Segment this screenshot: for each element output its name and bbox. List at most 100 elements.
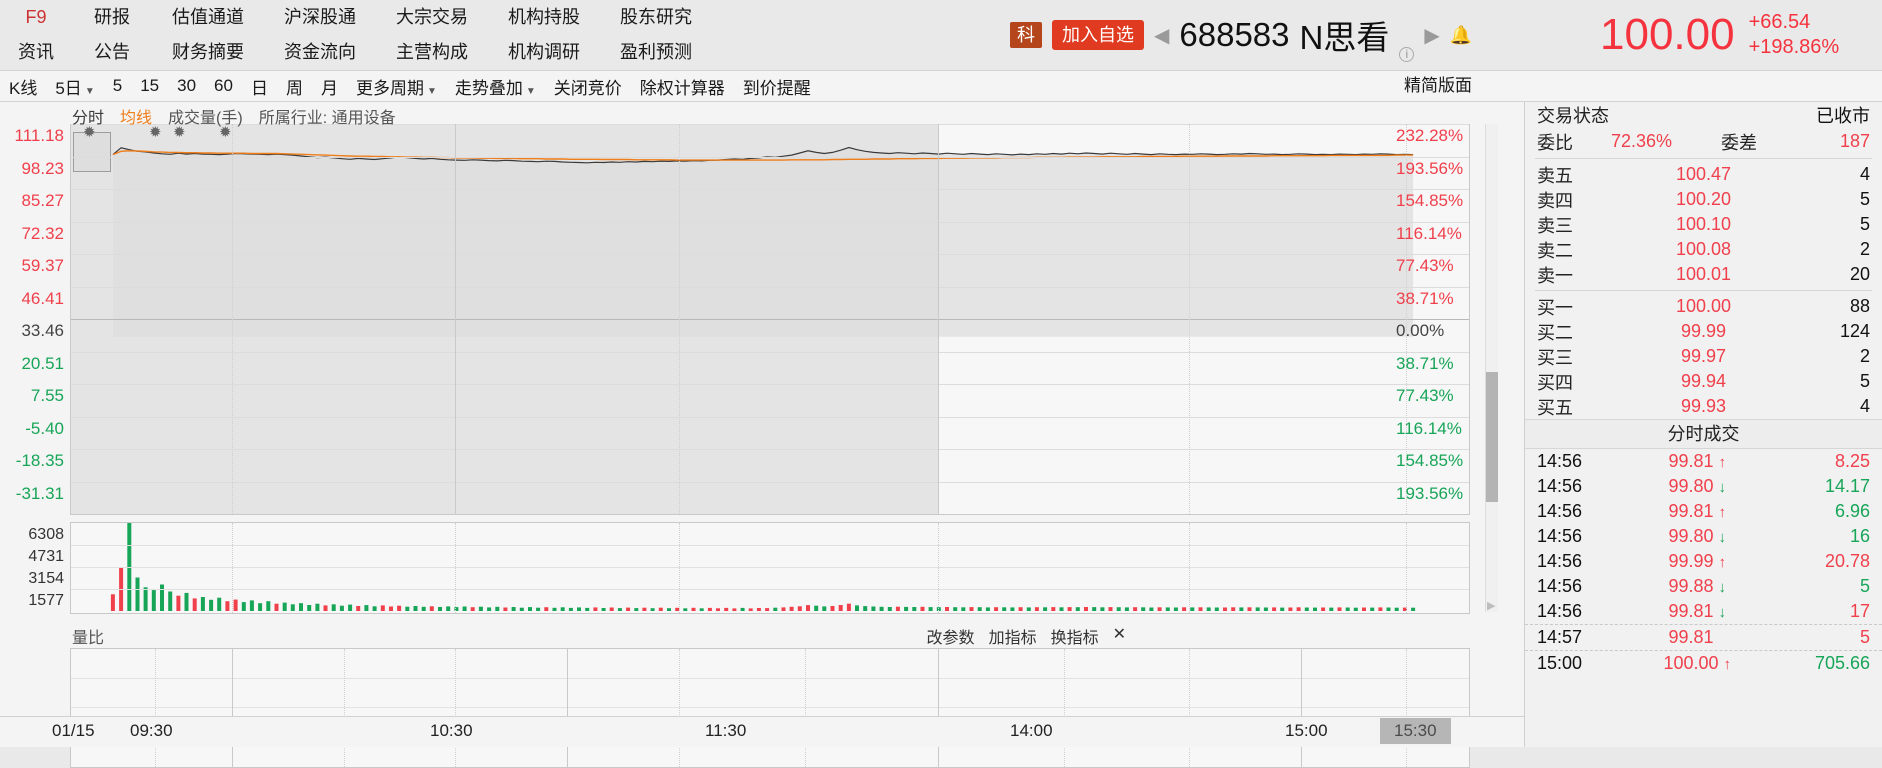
ask-levels: 卖五 100.47 4 卖四 100.20 5 卖三 100.10 5 卖二 100.08 2 卖一 10… — [1525, 162, 1882, 287]
indicator-plot[interactable] — [70, 648, 1470, 768]
info-icon[interactable]: i — [1399, 47, 1415, 62]
nav-link-4-bottom[interactable]: 主营构成 — [396, 42, 468, 62]
ask-price: 100.08 — [1675, 239, 1732, 259]
tick-row[interactable]: 15:00 100.00 ↑ 705.66 — [1525, 650, 1882, 676]
scrollbar-thumb[interactable] — [1486, 372, 1498, 502]
price-tick: 7.55 — [30, 386, 64, 405]
toolbar-周[interactable]: 周 — [285, 78, 303, 98]
bid-level-4[interactable]: 买四 99.94 5 — [1525, 369, 1882, 394]
add-indicator-button[interactable]: 加指标 — [988, 630, 1037, 647]
chart-vertical-scrollbar[interactable]: ▶ — [1485, 124, 1498, 612]
bid-level-5[interactable]: 买五 99.93 4 — [1525, 394, 1882, 419]
toolbar-15[interactable]: 15 — [140, 76, 160, 95]
nav-link-6-bottom[interactable]: 盈利预测 — [620, 42, 692, 62]
bid-level-2[interactable]: 买二 99.99 124 — [1525, 319, 1882, 344]
bid-level-1[interactable]: 买一 100.00 88 — [1525, 294, 1882, 319]
ask-label: 卖一 — [1537, 265, 1573, 286]
bid-level-3[interactable]: 买三 99.97 2 — [1525, 344, 1882, 369]
toolbar-5日[interactable]: 5日 ▼ — [55, 78, 95, 98]
nav-link-3-bottom[interactable]: 资金流向 — [284, 42, 356, 62]
tab-moving-average[interactable]: 均线 — [120, 110, 153, 127]
nav-link-3-top[interactable]: 沪深股通 — [284, 7, 356, 27]
gridline-v — [679, 523, 681, 613]
tick-price: 99.80 ↓ — [1611, 476, 1790, 497]
tick-price: 99.80 ↓ — [1611, 526, 1790, 547]
gridline-v — [455, 649, 457, 767]
news-marker-icon[interactable]: ✹ — [149, 124, 162, 141]
toolbar-日[interactable]: 日 — [250, 78, 268, 98]
tick-row[interactable]: 14:56 99.81 ↑ 6.96 — [1525, 499, 1882, 524]
nav-link-0-bottom[interactable]: 资讯 — [18, 42, 54, 62]
toolbar-更多周期[interactable]: 更多周期 ▼ — [355, 78, 437, 98]
toolbar-5[interactable]: 5 — [112, 76, 123, 95]
nav-link-5-bottom[interactable]: 机构调研 — [508, 42, 580, 62]
ask-level-5[interactable]: 卖一 100.01 20 — [1525, 262, 1882, 287]
toolbar-除权计算器[interactable]: 除权计算器 — [639, 78, 725, 98]
switch-indicator-button[interactable]: 换指标 — [1050, 630, 1099, 647]
tick-row[interactable]: 14:56 99.88 ↓ 5 — [1525, 574, 1882, 599]
volume-plot[interactable] — [70, 522, 1470, 614]
tick-row[interactable]: 14:56 99.80 ↓ 16 — [1525, 524, 1882, 549]
price-plot[interactable]: ✹ ✹ ✹ ✹ — [70, 124, 1470, 515]
tab-timeshare[interactable]: 分时 — [72, 110, 105, 127]
toolbar-到价提醒[interactable]: 到价提醒 — [742, 78, 811, 98]
toolbar-60[interactable]: 60 — [214, 76, 233, 95]
toolbar-K线[interactable]: K线 — [9, 78, 38, 98]
toolbar-月[interactable]: 月 — [320, 78, 338, 98]
nav-link-0-top[interactable]: F9 — [25, 7, 47, 27]
tick-row[interactable]: 14:56 99.81 ↑ 8.25 — [1525, 449, 1882, 474]
bid-price: 100.00 — [1675, 296, 1732, 316]
toolbar-走势叠加[interactable]: 走势叠加 ▼ — [454, 78, 536, 98]
gridline-v — [1301, 649, 1303, 767]
alert-bell-icon[interactable]: 🔔 — [1449, 24, 1473, 45]
percent-tick: 77.43% — [1396, 256, 1454, 275]
ask-label: 卖三 — [1537, 215, 1573, 236]
main-body: 分时 均线 成交量(手) 所属行业: 通用设备 111.18 98.23 85.27… — [0, 102, 1882, 768]
news-marker-icon[interactable]: ✹ — [219, 124, 232, 141]
scroll-arrow-icon[interactable]: ▶ — [1487, 600, 1496, 612]
news-marker-icon[interactable]: ✹ — [173, 124, 186, 141]
nav-link-6-top[interactable]: 股东研究 — [620, 7, 692, 27]
ask-level-3[interactable]: 卖三 100.10 5 — [1525, 212, 1882, 237]
trading-status-row: 交易状态 已收市 — [1525, 102, 1882, 128]
tick-row[interactable]: 14:56 99.99 ↑ 20.78 — [1525, 549, 1882, 574]
ask-level-4[interactable]: 卖二 100.08 2 — [1525, 237, 1882, 262]
tick-list[interactable]: 14:56 99.81 ↑ 8.25 14:56 99.80 ↓ 14.17 14:56 99… — [1525, 449, 1882, 747]
news-marker-icon[interactable]: ✹ — [83, 124, 96, 141]
price-tick: -5.40 — [25, 418, 64, 438]
price-tick: 111.18 — [14, 126, 64, 145]
gridline-v — [455, 523, 457, 613]
price-tick: 98.23 — [21, 158, 64, 178]
prev-stock-arrow-icon[interactable]: ◀ — [1154, 24, 1170, 47]
tick-price: 99.99 ↑ — [1611, 551, 1790, 572]
gridline-h — [71, 384, 1469, 385]
nav-column: 大宗交易 主营构成 — [376, 0, 488, 70]
tick-row[interactable]: 14:57 99.81 5 — [1525, 624, 1882, 650]
ask-level-1[interactable]: 卖五 100.47 4 — [1525, 162, 1882, 187]
tick-row[interactable]: 14:56 99.81 ↓ 17 — [1525, 599, 1882, 624]
tick-time: 14:57 — [1537, 627, 1583, 647]
tick-down-arrow-icon: ↓ — [1718, 529, 1727, 546]
toolbar-30[interactable]: 30 — [177, 76, 197, 95]
nav-link-2-top[interactable]: 估值通道 — [172, 7, 244, 27]
gridline-h — [71, 351, 1469, 353]
ask-qty: 20 — [1849, 264, 1870, 284]
nav-column: F9 资讯 — [0, 0, 72, 70]
gridline-h — [71, 567, 1469, 568]
nav-link-4-top[interactable]: 大宗交易 — [396, 7, 468, 27]
add-to-favorites-button[interactable]: 加入自选 — [1052, 20, 1144, 50]
simple-layout-button[interactable]: 精简版面 — [1404, 76, 1472, 95]
time-tick: 09:30 — [130, 721, 173, 740]
price-tick: 20.51 — [21, 353, 64, 373]
gridline-h — [71, 678, 1469, 679]
next-stock-arrow-icon[interactable]: ▶ — [1424, 24, 1440, 47]
nav-link-2-bottom[interactable]: 财务摘要 — [172, 42, 244, 62]
nav-link-1-top[interactable]: 研报 — [94, 7, 130, 27]
nav-link-1-bottom[interactable]: 公告 — [94, 42, 130, 62]
change-params-button[interactable]: 改参数 — [926, 630, 975, 647]
ask-level-2[interactable]: 卖四 100.20 5 — [1525, 187, 1882, 212]
toolbar-关闭竞价[interactable]: 关闭竞价 — [553, 78, 622, 98]
tick-row[interactable]: 14:56 99.80 ↓ 14.17 — [1525, 474, 1882, 499]
nav-link-5-top[interactable]: 机构持股 — [508, 7, 580, 27]
close-indicator-icon[interactable]: ✕ — [1112, 626, 1126, 643]
